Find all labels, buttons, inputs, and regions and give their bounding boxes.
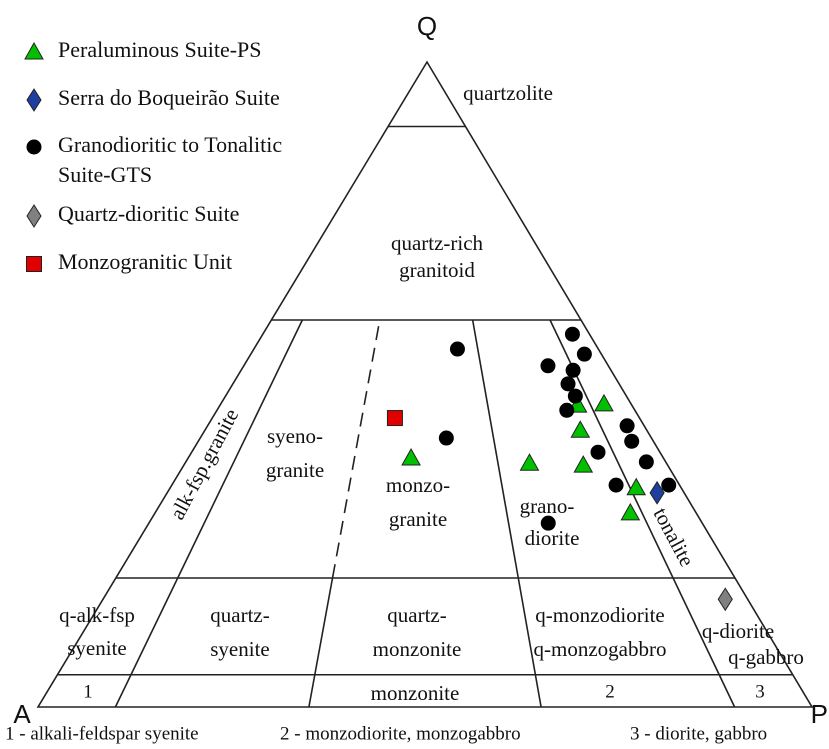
field-label: 3 [755,681,765,702]
legend-label: Quartz-dioritic Suite [58,201,239,226]
data-point [540,358,556,374]
field-label: alk-fsp.granite [165,405,243,524]
field-boundary [672,577,720,676]
field-boundary [176,319,304,579]
field-boundary [471,319,520,579]
data-point [540,515,556,531]
field-label: 1 [83,681,93,702]
field-label: quartzolite [463,81,553,105]
field-label: diorite [525,526,580,550]
field-boundary [718,674,736,708]
legend-marker [26,204,42,228]
data-point [386,410,403,427]
field-label: monzo- [386,473,450,497]
apex-label: Q [417,11,437,41]
legend-label: Serra do Boqueirão Suite [58,85,280,110]
field-boundary [130,577,179,676]
legend-marker [26,256,42,272]
legend-label: Monzogranitic Unit [58,249,232,274]
field-label: q-alk-fsp [59,603,135,627]
field-label: syeno- [267,424,323,448]
data-point [624,433,640,449]
data-point [649,480,665,505]
data-point [594,393,614,412]
field-label: q-gabbro [728,645,804,669]
data-point [519,453,540,471]
field-label: monzonite [371,681,460,705]
field-label: granitoid [399,258,475,282]
data-point [608,477,624,493]
data-point [661,477,677,493]
legend-marker [24,41,44,60]
field-boundary [331,319,381,579]
field-label: q-monzogabbro [534,637,667,661]
legend-label: Suite-GTS [58,162,152,187]
field-boundary [549,319,674,579]
data-point [590,444,606,460]
field-label: grano- [520,494,575,518]
apex-label: P [811,699,828,729]
triangle-frame [36,60,814,708]
field-label: granite [389,507,447,531]
footnote: 3 - diorite, gabbro [630,723,767,744]
legend-label: Granodioritic to Tonalitic [58,132,282,157]
legend-marker [26,88,42,112]
field-label: syenite [67,636,126,660]
data-point [573,455,594,473]
field-boundary [114,674,132,708]
field-boundary [534,674,542,708]
field-label: q-monzodiorite [535,603,664,627]
data-point [717,587,733,612]
data-point [570,420,591,438]
data-point [438,430,454,446]
data-point [449,341,465,357]
data-point [576,346,592,362]
data-point [619,418,635,434]
data-point [620,502,641,521]
field-label: q-diorite [702,619,774,643]
legend-label: Peraluminous Suite-PS [58,37,262,62]
footnote: 1 - alkali-feldspar syenite [5,723,199,744]
field-label: tonalite [649,504,700,571]
data-point [560,376,576,392]
data-point [565,362,581,378]
field-label: quartz-rich [391,231,484,255]
data-point [567,388,583,404]
apex-label: A [13,699,31,729]
field-boundary [308,674,316,708]
field-label: granite [266,458,324,482]
field-label: quartz- [210,603,269,627]
legend-marker [26,139,42,155]
field-label: quartz- [387,603,446,627]
field-label: syenite [210,637,269,661]
data-point [626,477,647,496]
data-point [638,454,654,470]
data-point [559,402,575,418]
field-label: monzonite [373,637,462,661]
field-boundary [517,577,537,675]
footnote: 2 - monzodiorite, monzogabbro [280,723,521,744]
field-boundary [314,577,334,675]
field-label: 2 [605,681,615,702]
data-point [564,326,580,342]
data-point [401,448,421,466]
